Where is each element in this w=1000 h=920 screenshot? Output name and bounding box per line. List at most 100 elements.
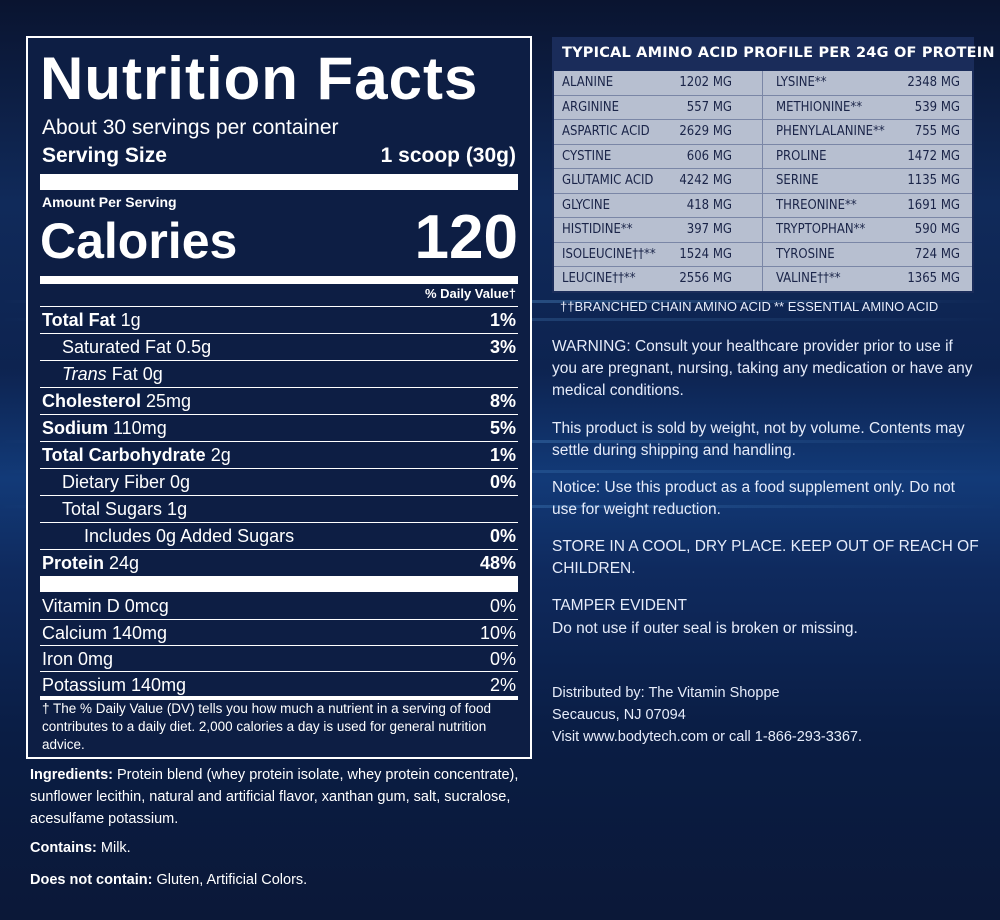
nutrient-name: Total Carbohydrate bbox=[42, 445, 206, 465]
tamper-evident-text: Do not use if outer seal is broken or mi… bbox=[552, 620, 858, 637]
does-not-contain-value: Gluten, Artificial Colors. bbox=[152, 872, 308, 888]
nutrient-name: Total Sugars 1g bbox=[62, 499, 188, 519]
table-row: GLYCINE 418 MG THREONINE** 1691 MG bbox=[554, 194, 972, 218]
amino-value: 755 MG bbox=[914, 124, 960, 139]
amino-name: METHIONINE** bbox=[776, 99, 863, 115]
vitamin-name: Vitamin D 0mcg bbox=[42, 596, 169, 616]
amino-value: 2629 MG bbox=[679, 124, 732, 139]
amino-name: PROLINE bbox=[776, 148, 827, 164]
tamper-evident-title: TAMPER EVIDENT bbox=[552, 597, 687, 614]
amino-name: GLYCINE bbox=[562, 197, 611, 213]
serving-size-value: 1 scoop (30g) bbox=[380, 144, 516, 167]
amino-value: 418 MG bbox=[686, 197, 732, 213]
nutrition-facts-title: Nutrition Facts bbox=[40, 45, 479, 112]
amino-value: 539 MG bbox=[914, 99, 960, 115]
table-row: ASPARTIC ACID 2629 MG PHENYLALANINE** 755 M… bbox=[554, 120, 972, 145]
table-row: ISOLEUCINE††** 1524 MG TYROSINE 724 MG bbox=[554, 243, 972, 267]
vitamin-row-iron: Iron 0mg 0% bbox=[40, 645, 518, 672]
table-row: CYSTINE 606 MG PROLINE 1472 MG bbox=[554, 145, 972, 169]
amino-acid-profile: TYPICAL AMINO ACID PROFILE PER 24G OF PR… bbox=[552, 37, 994, 319]
nutrient-dv: 0% bbox=[489, 526, 516, 546]
ingredients-list: Protein blend (whey protein isolate, whe… bbox=[30, 767, 519, 827]
amino-name: SERINE bbox=[776, 173, 819, 188]
table-row: GLUTAMIC ACID 4242 MG SERINE 1135 MG bbox=[554, 169, 972, 194]
nutrient-row-total-sugars: Total Sugars 1g bbox=[40, 495, 518, 522]
does-not-contain-text: Does not contain: Gluten, Artificial Col… bbox=[30, 869, 540, 891]
amino-value: 1524 MG bbox=[679, 246, 732, 262]
vitamin-dv: 2% bbox=[489, 675, 516, 695]
nutrient-row-protein: Protein 24g 48% bbox=[40, 549, 518, 576]
nutrient-name: Total Fat bbox=[42, 310, 116, 330]
thick-divider bbox=[40, 174, 518, 190]
table-row: ARGININE 557 MG METHIONINE** 539 MG bbox=[554, 96, 972, 120]
nutrient-amount: 2g bbox=[205, 445, 231, 465]
vitamin-row-vitamin-d: Vitamin D 0mcg 0% bbox=[40, 593, 518, 619]
amino-name: ASPARTIC ACID bbox=[562, 124, 650, 139]
amino-legend: ††BRANCHED CHAIN AMINO ACID ** ESSENTIAL… bbox=[552, 299, 974, 319]
serving-size-label: Serving Size bbox=[42, 144, 167, 167]
warning-text: WARNING: Consult your healthcare provide… bbox=[552, 338, 973, 399]
nutrient-row-saturated-fat: Saturated Fat 0.5g 3% bbox=[40, 333, 518, 360]
ingredients-text: Ingredients: Protein blend (whey protein… bbox=[30, 764, 540, 830]
nutrient-row-sodium: Sodium 110mg 5% bbox=[40, 414, 518, 441]
calories-label: Calories bbox=[40, 213, 238, 269]
table-row: LEUCINE††** 2556 MG VALINE††** 1365 MG bbox=[554, 267, 972, 291]
table-row: HISTIDINE** 397 MG TRYPTOPHAN** 590 MG bbox=[554, 218, 972, 243]
amino-value: 397 MG bbox=[686, 222, 732, 237]
amino-name: VALINE††** bbox=[776, 271, 841, 286]
nutrient-name: Cholesterol bbox=[42, 391, 142, 411]
amino-name: CYSTINE bbox=[562, 148, 612, 164]
daily-value-footnote: † The % Daily Value (DV) tells you how m… bbox=[42, 701, 491, 752]
amino-value: 1691 MG bbox=[907, 197, 960, 213]
amount-per-serving-label: Amount Per Serving bbox=[42, 194, 177, 210]
nutrient-name: Saturated Fat 0.5g bbox=[62, 337, 212, 357]
nutrient-name: Fat 0g bbox=[106, 364, 163, 384]
amino-name: ARGININE bbox=[562, 99, 619, 115]
amino-name: ISOLEUCINE††** bbox=[562, 246, 656, 262]
nutrient-row-dietary-fiber: Dietary Fiber 0g 0% bbox=[40, 468, 518, 495]
amino-name: GLUTAMIC ACID bbox=[562, 173, 654, 188]
vitamin-dv: 0% bbox=[489, 649, 516, 669]
servings-per-container: About 30 servings per container bbox=[42, 116, 339, 139]
vitamin-dv: 10% bbox=[479, 623, 516, 643]
legend-eaa: ** ESSENTIAL AMINO ACID bbox=[774, 298, 939, 314]
distributor-line-3: Visit www.bodytech.com or call 1-866-293… bbox=[552, 729, 863, 745]
thick-divider bbox=[40, 576, 518, 592]
distributor-line-2: Secaucus, NJ 07094 bbox=[552, 707, 686, 723]
nutrient-row-cholesterol: Cholesterol 25mg 8% bbox=[40, 387, 518, 414]
distributor-line-1: Distributed by: The Vitamin Shoppe bbox=[552, 685, 780, 701]
supplement-notice-text: Notice: Use this product as a food suppl… bbox=[552, 479, 955, 518]
amino-name: THREONINE** bbox=[776, 197, 857, 213]
amino-name: LEUCINE††** bbox=[562, 271, 636, 286]
nutrient-dv: 3% bbox=[489, 337, 516, 357]
amino-name: ALANINE bbox=[562, 75, 614, 90]
contains-value: Milk. bbox=[96, 840, 131, 856]
vitamin-name: Potassium 140mg bbox=[42, 675, 187, 695]
nutrient-dv: 1% bbox=[489, 445, 516, 465]
nutrient-name: Includes 0g Added Sugars bbox=[84, 526, 295, 546]
nutrition-facts-panel: Nutrition Facts About 30 servings per co… bbox=[26, 36, 532, 759]
column-divider bbox=[762, 71, 763, 291]
amino-value: 1472 MG bbox=[907, 148, 960, 164]
nutrient-name: Dietary Fiber 0g bbox=[62, 472, 191, 492]
vitamin-name: Calcium 140mg bbox=[42, 623, 168, 643]
amino-value: 1365 MG bbox=[907, 271, 960, 286]
amino-value: 590 MG bbox=[914, 222, 960, 237]
weight-notice-text: This product is sold by weight, not by v… bbox=[552, 420, 965, 459]
nutrient-name: Sodium bbox=[42, 418, 108, 438]
nutrient-row-total-carbohydrate: Total Carbohydrate 2g 1% bbox=[40, 441, 518, 468]
amino-value: 4242 MG bbox=[679, 173, 732, 188]
vitamin-name: Iron 0mg bbox=[42, 649, 114, 669]
contains-label: Contains: bbox=[30, 840, 97, 856]
amino-value: 557 MG bbox=[686, 99, 732, 115]
nutrient-row-total-fat: Total Fat 1g 1% bbox=[40, 306, 518, 333]
legend-bcaa: ††BRANCHED CHAIN AMINO ACID bbox=[560, 298, 771, 314]
amino-name: PHENYLALANINE** bbox=[776, 124, 885, 139]
amino-value: 724 MG bbox=[914, 246, 960, 262]
vitamin-row-potassium: Potassium 140mg 2% bbox=[40, 671, 518, 698]
ingredients-label: Ingredients: bbox=[30, 767, 113, 783]
amino-name: TYROSINE bbox=[776, 246, 835, 262]
nutrient-dv: 5% bbox=[489, 418, 516, 438]
amino-name: LYSINE** bbox=[776, 75, 827, 90]
nutrient-amount: 24g bbox=[104, 553, 140, 573]
